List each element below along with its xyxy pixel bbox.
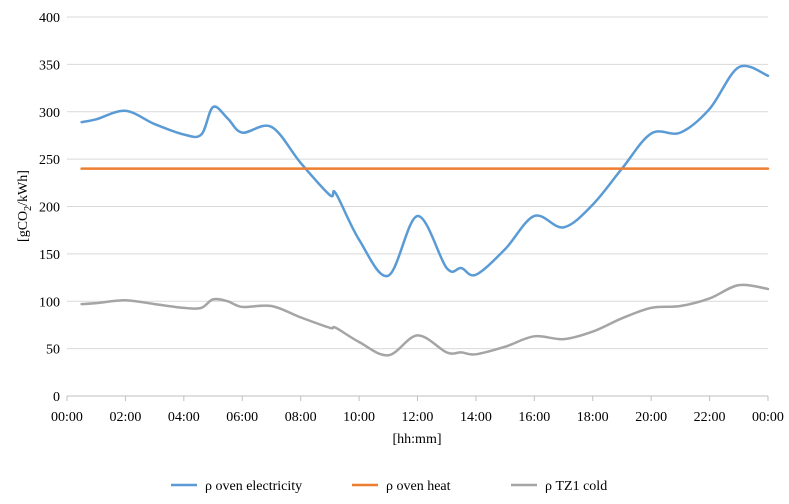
y-axis-title: [gCO2/kWh] (16, 170, 34, 242)
y-tick-label: 400 (39, 11, 60, 26)
y-tick-label: 0 (53, 390, 60, 405)
x-tick-label: 08:00 (285, 410, 317, 425)
series-line-3 (80, 283, 770, 357)
x-tick-label: 06:00 (226, 410, 258, 425)
gridlines (67, 16, 768, 350)
x-tick-label: 14:00 (460, 410, 492, 425)
x-tick-label: 20:00 (635, 410, 667, 425)
x-tick-label: 10:00 (343, 410, 375, 425)
series-lines (80, 64, 770, 357)
y-tick-label: 100 (39, 295, 60, 310)
x-tick-label: 22:00 (694, 410, 726, 425)
x-tick-label: 02:00 (109, 410, 141, 425)
x-tick-label: 18:00 (577, 410, 609, 425)
x-tick-label: 00:00 (51, 410, 83, 425)
x-tick-label: 04:00 (168, 410, 200, 425)
y-tick-label: 300 (39, 106, 60, 121)
y-tick-label: 150 (39, 248, 60, 263)
legend-label-2: ρ oven heat (386, 479, 451, 494)
legend-label-3: ρ TZ1 cold (545, 479, 607, 494)
x-axis-ticks: 00:00 02:00 04:00 06:00 08:00 10:00 12:00 14:00… (51, 396, 784, 425)
y-tick-label: 350 (39, 58, 60, 73)
series-line-1 (80, 64, 770, 278)
legend-label-1: ρ oven electricity (205, 479, 302, 494)
y-tick-label: 250 (39, 153, 60, 168)
x-tick-label: 00:00 (752, 410, 784, 425)
y-tick-label: 50 (46, 343, 60, 358)
x-tick-label: 12:00 (402, 410, 434, 425)
x-axis-title: [hh:mm] (393, 432, 442, 447)
y-tick-label: 200 (39, 201, 60, 216)
legend: ρ oven electricity ρ oven heat ρ TZ1 cold (171, 479, 607, 494)
y-axis-ticks: 0 50 100 150 200 250 300 350 400 (39, 11, 60, 405)
x-tick-label: 16:00 (518, 410, 550, 425)
